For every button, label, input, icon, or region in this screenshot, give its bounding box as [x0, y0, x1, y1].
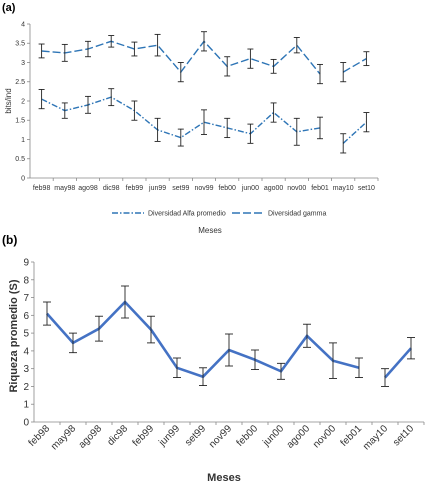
- b-y-tick-label: 2: [23, 382, 29, 393]
- a-y-tick-label: 2.5: [15, 79, 25, 86]
- a-series-1-line: [342, 57, 367, 73]
- b-x-tick-label: ago00: [285, 423, 313, 451]
- a-x-tick-label: set10: [358, 185, 375, 192]
- panel-b-y-ticks: 0 1 2 3 4 5 6 7 8 9: [23, 258, 34, 429]
- b-x-tick-label: jun99: [156, 423, 182, 449]
- a-x-tick-label: feb01: [311, 185, 329, 192]
- a-y-tick-label: 0: [21, 175, 25, 182]
- b-x-tick-label: ago98: [77, 423, 105, 451]
- a-x-tick-label: ago98: [78, 185, 98, 192]
- a-x-tick-label: dic98: [103, 185, 120, 192]
- b-x-tick-label: feb00: [235, 423, 261, 449]
- a-series-0-line: [342, 121, 367, 144]
- panel-a-legend: Diversidad Alfa promedio Diversidad gamm…: [112, 211, 326, 218]
- b-y-tick-label: 7: [23, 293, 29, 304]
- a-y-tick-label: 3: [21, 60, 25, 67]
- a-x-tick-label: jun00: [241, 185, 259, 192]
- b-y-tick-label: 0: [23, 418, 29, 429]
- b-x-tick-label: nov00: [311, 423, 338, 450]
- panel-a-y-ticks: 0 0.5 1 1.5 2 2.5 3 3.5 4: [15, 21, 30, 182]
- b-y-tick-label: 1: [23, 400, 29, 411]
- b-y-tick-label: 3: [23, 364, 29, 375]
- a-x-tick-label: feb99: [126, 185, 144, 192]
- b-x-tick-label: jun00: [260, 423, 286, 449]
- a-x-tick-label: nov99: [194, 185, 213, 192]
- a-y-tick-label: 1.5: [15, 118, 25, 125]
- a-x-tick-label: set99: [172, 185, 189, 192]
- b-y-tick-label: 9: [23, 258, 29, 269]
- panel-a-plot-area: [29, 24, 378, 179]
- a-y-tick-label: 2: [21, 98, 25, 105]
- panel-a-y-axis-label: bits/ind: [4, 88, 13, 113]
- b-x-tick-label: may98: [49, 423, 78, 452]
- a-x-tick-label: jun99: [148, 185, 166, 192]
- a-y-tick-label: 4: [21, 21, 25, 28]
- b-series-0-line: [46, 300, 360, 379]
- b-y-tick-label: 6: [23, 311, 29, 322]
- panel-a-x-axis-label: Meses: [198, 226, 222, 235]
- b-y-tick-label: 4: [23, 346, 29, 357]
- legend-alfa-label: Diversidad Alfa promedio: [148, 211, 226, 218]
- panel-b-x-axis-label: Meses: [207, 472, 241, 484]
- a-x-tick-label: feb00: [218, 185, 236, 192]
- panel-a-label: (a): [2, 2, 16, 14]
- b-x-tick-label: dic98: [105, 423, 130, 448]
- b-x-tick-label: feb99: [131, 423, 157, 449]
- b-y-tick-label: 5: [23, 329, 29, 340]
- panel-a: (a) bits/ind Meses 0 0.5 1 1.5 2 2.5 3 3.5 4 feb…: [2, 2, 379, 235]
- a-y-tick-label: 1: [21, 137, 25, 144]
- b-series-0-line: [384, 347, 412, 379]
- b-y-tick-label: 8: [23, 275, 29, 286]
- b-x-tick-label: set99: [183, 423, 208, 448]
- panel-b-label: (b): [2, 233, 17, 247]
- a-x-tick-label: may10: [333, 185, 354, 192]
- b-x-tick-label: set10: [391, 423, 416, 448]
- a-x-tick-label: ago00: [264, 185, 284, 192]
- a-y-tick-label: 3.5: [15, 41, 25, 48]
- panel-a-x-ticks: feb98 may98 ago98 dic98 feb99 jun99 set99 nov99…: [33, 178, 379, 192]
- a-x-tick-label: feb98: [33, 185, 51, 192]
- panel-b-y-axis-label: Riqueza promedio (S): [8, 279, 20, 392]
- panel-b: (b) Riqueza promedio (S) Meses 0 1 2 3 4 5 6 7 8…: [2, 233, 425, 484]
- b-x-tick-label: may10: [361, 423, 390, 452]
- a-y-tick-label: 0.5: [15, 156, 25, 163]
- a-x-tick-label: may98: [54, 185, 75, 192]
- b-x-tick-label: nov99: [207, 423, 234, 450]
- legend-gamma-label: Diversidad gamma: [268, 211, 326, 218]
- panel-b-plot-area: [33, 262, 424, 423]
- a-x-tick-label: nov00: [287, 185, 306, 192]
